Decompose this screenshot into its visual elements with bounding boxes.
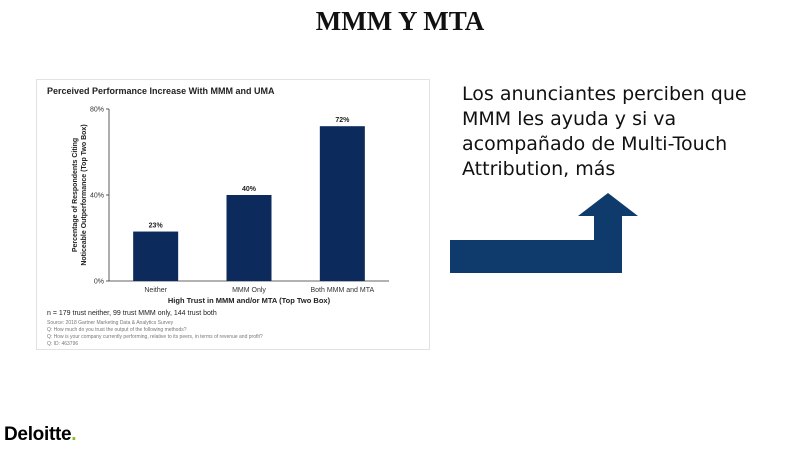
x-tick-label: MMM Only [232, 287, 266, 294]
bar-chart: 0% 40% 80% Percentage of Respondents Citing… [72, 107, 389, 305]
x-axis-label: High Trust in MMM and/or MTA (Top Two Bo… [168, 296, 331, 305]
slide-title: MMM Y MTA [315, 6, 485, 36]
x-tick-label: Both MMM and MTA [310, 287, 374, 294]
y-axis-label-line-2: Noticeable Outperformance (Top Two Box) [81, 124, 88, 265]
logo-dot: . [71, 424, 77, 445]
chart-card: Perceived Performance Increase With MMM … [36, 79, 430, 350]
source-note: Source: 2018 Gartner Marketing Data & An… [47, 320, 174, 326]
y-tick-label: 0% [94, 279, 104, 286]
chart-title: Perceived Performance Increase With MMM … [47, 86, 275, 96]
bar [133, 231, 179, 281]
deloitte-logo: Deloitte. [4, 424, 77, 446]
question-id-note: Q: ID: 463796 [47, 341, 79, 347]
data-label: 23% [149, 223, 164, 230]
bar [226, 195, 272, 281]
y-tick-label: 40% [90, 193, 104, 200]
data-label: 72% [335, 117, 350, 124]
sample-note: n = 179 trust neither, 99 trust MMM only… [47, 310, 217, 317]
body-text: Los anunciantes perciben que MMM les ayu… [462, 83, 747, 180]
question-note-2: Q: How is your company currently perform… [47, 334, 263, 340]
bar [319, 126, 365, 281]
y-axis-label-line-1: Percentage of Respondents Citing [72, 138, 79, 252]
arrow-shape [450, 193, 638, 273]
x-tick-label: Neither [144, 287, 167, 294]
data-label: 40% [242, 186, 257, 193]
y-tick-label: 80% [90, 107, 104, 114]
up-right-arrow-icon [450, 193, 638, 273]
logo-text: Deloitte [4, 424, 72, 445]
question-note-1: Q: How much do you trust the output of t… [47, 327, 187, 333]
